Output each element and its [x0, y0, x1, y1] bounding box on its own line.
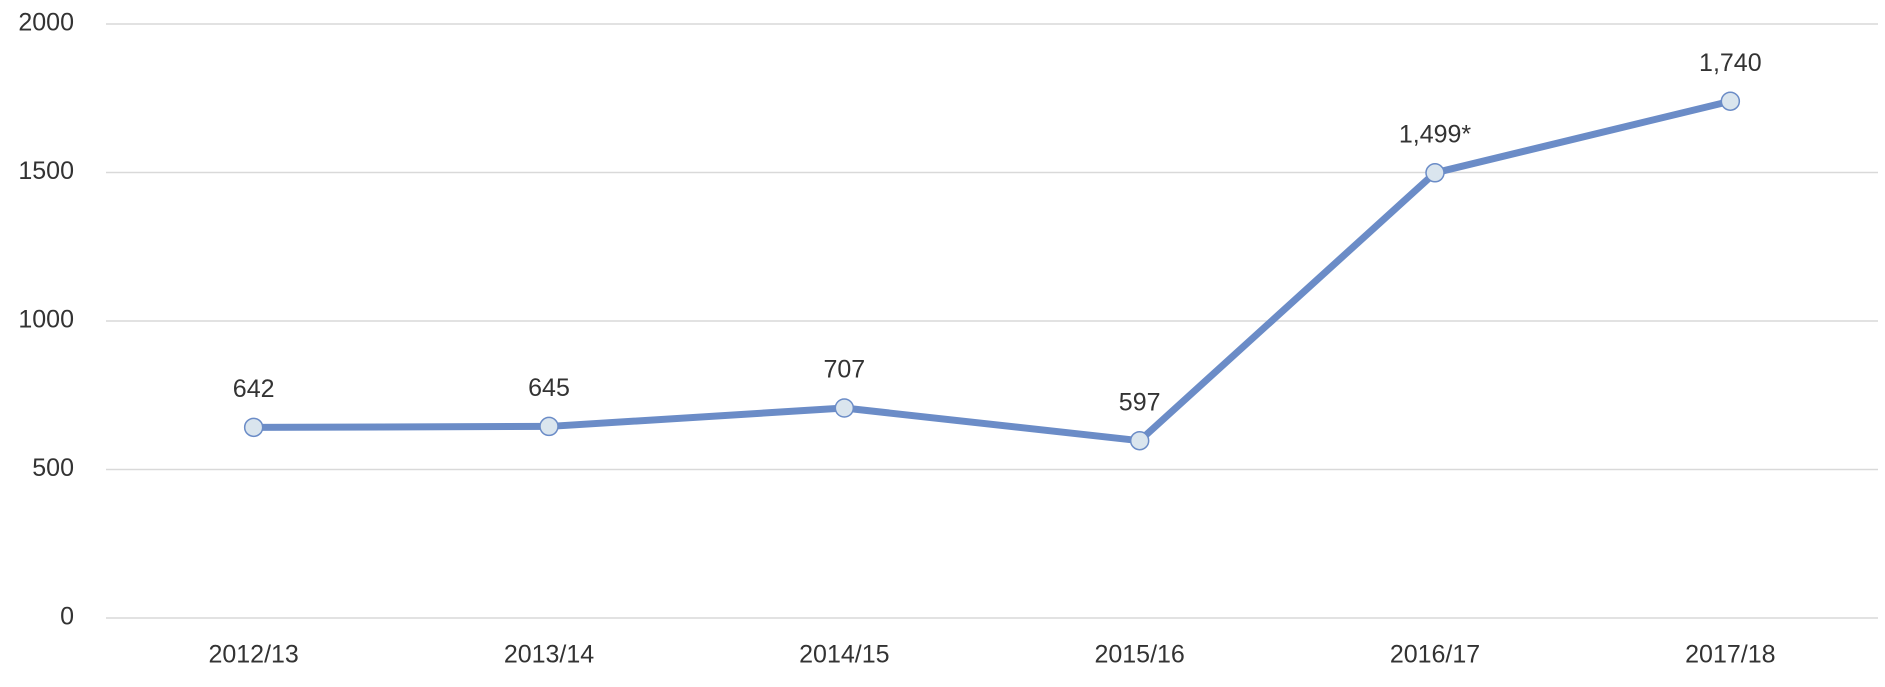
marker: [1720, 91, 1741, 111]
y-tick-label: 500: [32, 454, 74, 482]
y-tick-label: 1000: [18, 306, 74, 334]
x-tick-label: 2015/16: [1094, 641, 1184, 669]
marker: [1425, 163, 1445, 183]
y-tick-label: 1500: [18, 157, 74, 185]
marker: [243, 417, 264, 438]
marker: [834, 398, 855, 418]
marker: [539, 416, 559, 437]
line: [253, 97, 1732, 445]
data-label: 707: [823, 356, 865, 384]
marker: [1129, 430, 1150, 451]
y-tick-label: 0: [60, 603, 74, 631]
x-tick-label: 2012/13: [208, 641, 298, 669]
data-label: 642: [233, 375, 275, 403]
data-label: 1,740: [1699, 49, 1762, 77]
data-label: 645: [528, 374, 570, 402]
x-tick-label: 2016/17: [1390, 641, 1480, 669]
data-label: 1,499*: [1399, 120, 1472, 148]
x-tick-label: 2017/18: [1685, 641, 1775, 669]
x-tick-label: 2014/15: [799, 641, 889, 669]
y-tick-label: 2000: [18, 9, 74, 37]
x-tick-label: 2013/14: [504, 641, 594, 669]
data-label: 597: [1119, 388, 1161, 416]
